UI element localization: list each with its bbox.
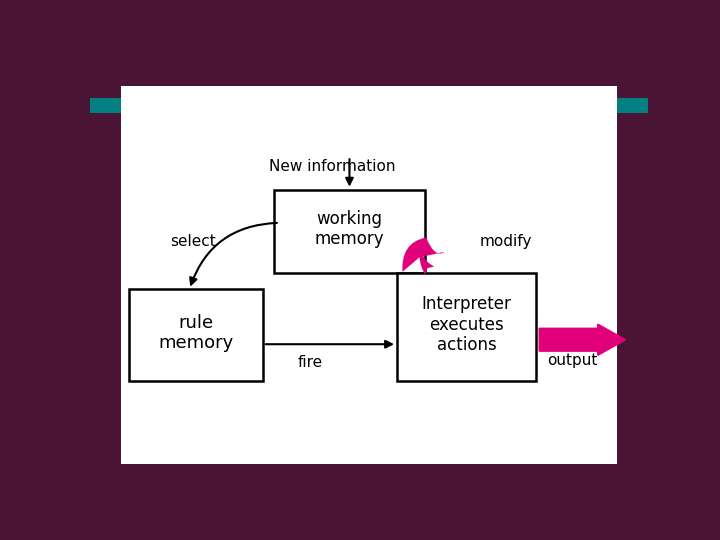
Bar: [129, 289, 263, 381]
Bar: [90, 98, 121, 113]
Bar: [274, 190, 425, 273]
Bar: [617, 98, 648, 113]
Text: rule
memory: rule memory: [158, 314, 234, 353]
Text: working
memory: working memory: [315, 210, 384, 248]
Text: select: select: [171, 234, 216, 249]
Text: modify: modify: [480, 234, 532, 249]
Text: fire: fire: [298, 355, 323, 369]
Text: output: output: [547, 353, 598, 368]
Text: New information: New information: [269, 159, 396, 174]
Bar: [121, 85, 617, 464]
Text: Interpreter
executes
actions: Interpreter executes actions: [422, 295, 512, 354]
FancyArrow shape: [539, 324, 626, 355]
Bar: [397, 273, 536, 381]
